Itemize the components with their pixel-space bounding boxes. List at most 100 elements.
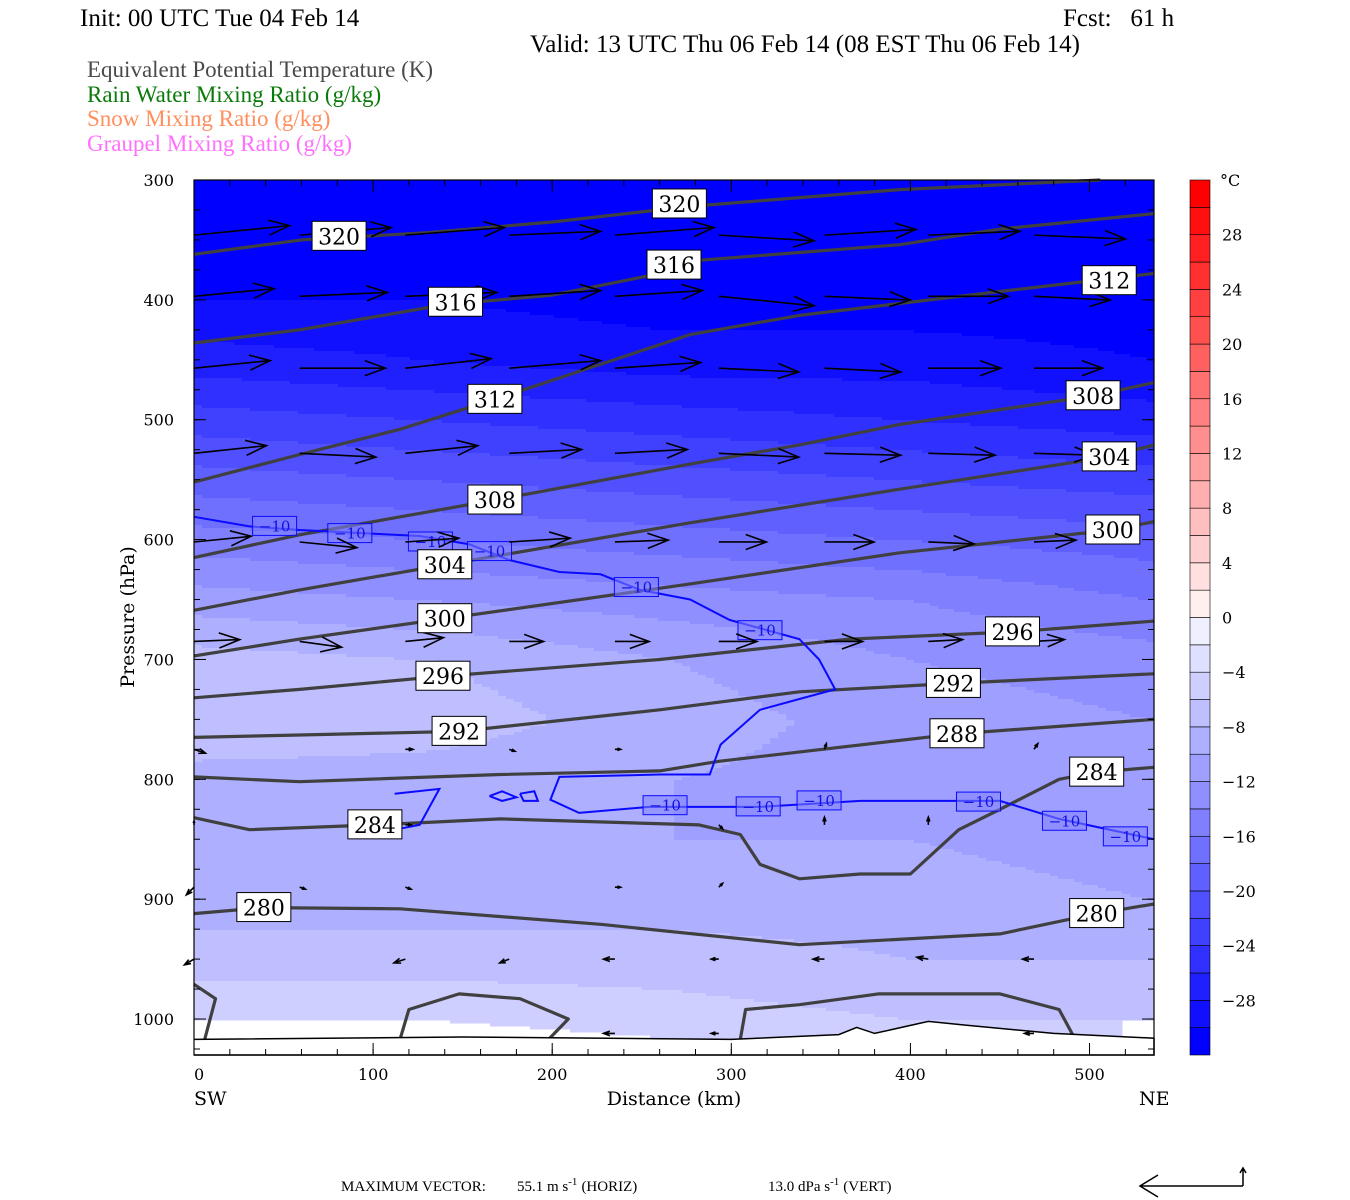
temperature-cell: [866, 597, 875, 652]
temperature-cell: [1058, 393, 1067, 430]
temperature-cell: [306, 594, 315, 625]
temperature-cell: [602, 552, 611, 583]
temperature-cell: [858, 597, 867, 649]
temperature-cell: [482, 453, 491, 484]
temperature-cell: [842, 447, 851, 478]
temperature-cell: [874, 330, 883, 382]
temperature-cell: [786, 180, 795, 331]
temperature-cell: [554, 579, 563, 610]
temperature-cell: [1026, 690, 1035, 871]
wind-vector: [928, 287, 1011, 305]
temperature-cell: [490, 930, 499, 982]
temperature-cell: [242, 180, 251, 301]
temperature-cell: [770, 471, 779, 502]
wind-vector: [614, 355, 703, 373]
wind-vector: [1033, 229, 1128, 247]
temperature-cell: [210, 618, 219, 649]
temperature-cell: [986, 861, 995, 961]
temperature-cell: [970, 855, 979, 961]
temperature-cell: [698, 840, 707, 934]
temperature-cell: [578, 429, 587, 460]
temperature-cell: [922, 180, 931, 334]
temperature-cell: [762, 411, 771, 442]
temperature-cell: [714, 840, 723, 934]
temperature-cell: [434, 450, 443, 481]
temperature-cell: [802, 942, 811, 1009]
isotherm-label-text: −10: [334, 525, 366, 543]
theta-e-label-text: 300: [424, 608, 466, 633]
temperature-cell: [522, 930, 531, 985]
temperature-cell: [538, 714, 547, 727]
wind-vector: [824, 362, 904, 380]
temperature-cell: [890, 600, 899, 658]
temperature-cell: [258, 300, 267, 346]
temperature-cell: [434, 303, 443, 364]
temperature-cell: [762, 840, 771, 940]
temperature-cell: [930, 333, 939, 385]
temperature-cell: [1010, 516, 1019, 550]
temperature-cell: [698, 528, 707, 559]
wind-vector: [299, 886, 308, 890]
temperature-cell: [362, 477, 371, 508]
wind-vector: [926, 814, 931, 825]
temperature-cell: [554, 369, 563, 400]
temperature-cell: [482, 981, 491, 1024]
colorbar-label: −8: [1222, 718, 1246, 737]
temperature-cell: [282, 930, 291, 982]
max-vector-label: MAXIMUM VECTOR:: [341, 1179, 486, 1195]
temperature-cell: [1010, 687, 1019, 868]
temperature-cell: [266, 300, 275, 346]
temperature-cell: [346, 756, 355, 931]
temperature-cell: [1122, 399, 1131, 436]
temperature-cell: [778, 330, 787, 379]
temperature-cell: [434, 663, 443, 751]
temperature-cell: [874, 840, 883, 955]
temperature-cell: [578, 579, 587, 613]
temperature-cell: [1146, 495, 1155, 526]
temperature-cell: [914, 450, 923, 481]
wind-vector: [193, 632, 243, 649]
legend-rain: Rain Water Mixing Ratio (g/kg): [87, 82, 381, 107]
temperature-cell: [354, 657, 363, 757]
temperature-cell: [746, 630, 755, 700]
colorbar-bin: [1189, 671, 1211, 700]
contour-labels: 3203203163163123123083083043043003002962…: [236, 188, 1141, 929]
temperature-cell: [474, 513, 483, 544]
temperature-cell: [690, 468, 699, 499]
temperature-cell: [770, 1002, 779, 1042]
colorbar-label: 20: [1222, 335, 1242, 354]
temperature-cell: [322, 564, 331, 595]
temperature-cell: [666, 495, 675, 526]
colorbar-bin: [1189, 835, 1211, 864]
temperature-cell: [810, 330, 819, 379]
temperature-cell: [306, 384, 315, 415]
temperature-cell: [778, 594, 787, 637]
temperature-cell: [842, 840, 851, 949]
temperature-cell: [874, 600, 883, 655]
temperature-cell: [410, 180, 419, 301]
temperature-cell: [418, 981, 427, 1021]
temperature-cell: [722, 996, 731, 1042]
temperature-cell: [578, 489, 587, 520]
temperature-cell: [882, 180, 891, 331]
temperature-cell: [394, 420, 403, 451]
temperature-cell: [522, 729, 531, 931]
temperature-cell: [274, 300, 283, 349]
temperature-cell: [722, 627, 731, 688]
plot-frame: [193, 179, 1155, 1056]
temperature-cell: [746, 699, 755, 754]
temperature-cell: [306, 504, 315, 535]
temperature-cell: [762, 1002, 771, 1042]
temperature-cell: [546, 723, 555, 931]
temperature-cell: [842, 330, 851, 382]
temperature-cell: [1050, 180, 1059, 346]
temperature-cell: [466, 981, 475, 1024]
temperature-cell: [490, 981, 499, 1027]
temperature-cell: [258, 471, 267, 502]
temperature-cell: [474, 573, 483, 604]
colorbar-label: −4: [1222, 663, 1246, 682]
theta-e-contour: [193, 765, 1155, 881]
temperature-cell: [706, 498, 715, 529]
wind-vector: [614, 220, 717, 238]
temperature-cell: [874, 180, 883, 331]
